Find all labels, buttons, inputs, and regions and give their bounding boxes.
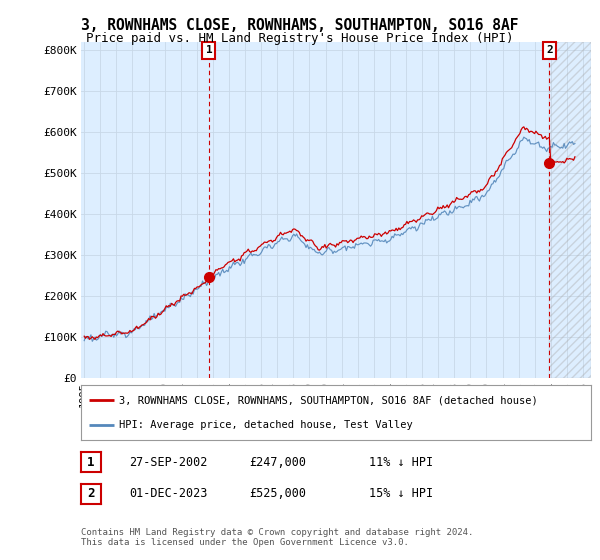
- Text: 3, ROWNHAMS CLOSE, ROWNHAMS, SOUTHAMPTON, SO16 8AF (detached house): 3, ROWNHAMS CLOSE, ROWNHAMS, SOUTHAMPTON…: [119, 395, 538, 405]
- Text: 3, ROWNHAMS CLOSE, ROWNHAMS, SOUTHAMPTON, SO16 8AF: 3, ROWNHAMS CLOSE, ROWNHAMS, SOUTHAMPTON…: [81, 18, 519, 33]
- Text: 2: 2: [88, 487, 95, 501]
- Text: 2: 2: [546, 45, 553, 55]
- Text: Price paid vs. HM Land Registry's House Price Index (HPI): Price paid vs. HM Land Registry's House …: [86, 32, 514, 45]
- Text: 11% ↓ HPI: 11% ↓ HPI: [369, 455, 433, 469]
- Text: £247,000: £247,000: [249, 455, 306, 469]
- Text: 1: 1: [206, 45, 212, 55]
- Text: HPI: Average price, detached house, Test Valley: HPI: Average price, detached house, Test…: [119, 421, 413, 430]
- Text: Contains HM Land Registry data © Crown copyright and database right 2024.
This d: Contains HM Land Registry data © Crown c…: [81, 528, 473, 547]
- Text: £525,000: £525,000: [249, 487, 306, 501]
- Text: 1: 1: [88, 455, 95, 469]
- Text: 15% ↓ HPI: 15% ↓ HPI: [369, 487, 433, 501]
- Text: 27-SEP-2002: 27-SEP-2002: [129, 455, 208, 469]
- Text: 01-DEC-2023: 01-DEC-2023: [129, 487, 208, 501]
